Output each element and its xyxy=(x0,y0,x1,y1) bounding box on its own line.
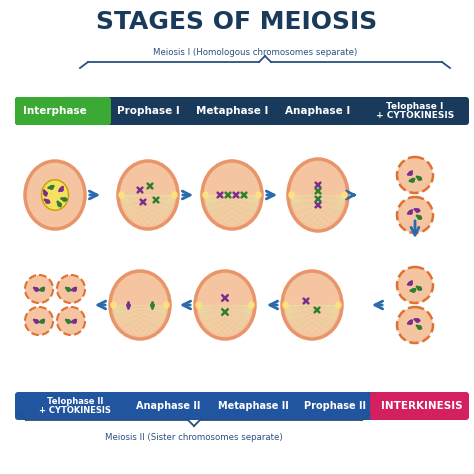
Ellipse shape xyxy=(282,271,342,339)
Bar xyxy=(103,100,108,122)
Text: Meiosis I (Homologous chromosomes separate): Meiosis I (Homologous chromosomes separa… xyxy=(153,47,357,56)
Ellipse shape xyxy=(397,197,433,233)
Text: INTERKINESIS: INTERKINESIS xyxy=(381,401,463,411)
Text: Anaphase II: Anaphase II xyxy=(136,401,200,411)
Ellipse shape xyxy=(283,301,289,309)
Text: Metaphase II: Metaphase II xyxy=(218,401,288,411)
FancyBboxPatch shape xyxy=(370,392,469,420)
Ellipse shape xyxy=(118,191,125,199)
Bar xyxy=(103,100,113,122)
Ellipse shape xyxy=(195,271,255,339)
Ellipse shape xyxy=(57,307,85,335)
Ellipse shape xyxy=(397,267,433,303)
FancyBboxPatch shape xyxy=(15,392,376,420)
FancyBboxPatch shape xyxy=(15,97,469,125)
Text: Telophase I
+ CYTOKINESIS: Telophase I + CYTOKINESIS xyxy=(376,101,454,120)
Ellipse shape xyxy=(202,191,209,199)
Text: Telophase II
+ CYTOKINESIS: Telophase II + CYTOKINESIS xyxy=(39,397,111,415)
Ellipse shape xyxy=(110,271,170,339)
Text: Meiosis II (Sister chromosomes separate): Meiosis II (Sister chromosomes separate) xyxy=(105,434,283,443)
Ellipse shape xyxy=(195,301,202,309)
Ellipse shape xyxy=(335,301,342,309)
Text: Metaphase I: Metaphase I xyxy=(196,106,268,116)
Ellipse shape xyxy=(397,307,433,343)
Ellipse shape xyxy=(248,301,255,309)
Text: Prophase II: Prophase II xyxy=(304,401,366,411)
Ellipse shape xyxy=(341,191,348,199)
Ellipse shape xyxy=(171,191,178,199)
Ellipse shape xyxy=(57,275,85,303)
Ellipse shape xyxy=(118,161,178,229)
Text: Prophase I: Prophase I xyxy=(117,106,179,116)
Ellipse shape xyxy=(25,161,85,229)
Text: STAGES OF MEIOSIS: STAGES OF MEIOSIS xyxy=(96,10,378,34)
Text: Anaphase I: Anaphase I xyxy=(285,106,351,116)
Ellipse shape xyxy=(110,301,117,309)
Ellipse shape xyxy=(25,275,53,303)
Ellipse shape xyxy=(202,161,262,229)
Ellipse shape xyxy=(25,307,53,335)
Ellipse shape xyxy=(288,159,348,231)
FancyBboxPatch shape xyxy=(15,97,111,125)
Ellipse shape xyxy=(397,157,433,193)
Text: Interphase: Interphase xyxy=(23,106,87,116)
Ellipse shape xyxy=(288,191,295,199)
Ellipse shape xyxy=(163,301,170,309)
Ellipse shape xyxy=(255,191,262,199)
Ellipse shape xyxy=(42,180,68,210)
